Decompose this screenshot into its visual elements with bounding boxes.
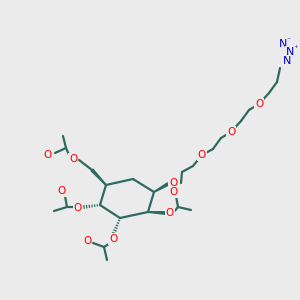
Text: ⁺: ⁺ (294, 44, 298, 52)
Text: ⁻: ⁻ (287, 35, 291, 44)
Text: O: O (74, 203, 82, 213)
Text: O: O (58, 186, 66, 196)
Text: O: O (109, 234, 117, 244)
Text: O: O (83, 236, 91, 246)
Text: N: N (283, 56, 291, 66)
Text: O: O (255, 99, 263, 109)
Text: O: O (198, 150, 206, 160)
Text: O: O (166, 208, 174, 218)
Text: O: O (170, 187, 178, 197)
Polygon shape (154, 183, 169, 192)
Polygon shape (148, 212, 165, 214)
Text: O: O (44, 150, 52, 160)
Text: O: O (169, 178, 177, 188)
Text: O: O (69, 154, 77, 164)
Text: N: N (286, 47, 294, 57)
Text: N: N (279, 39, 287, 49)
Text: O: O (227, 127, 235, 137)
Polygon shape (91, 169, 106, 185)
